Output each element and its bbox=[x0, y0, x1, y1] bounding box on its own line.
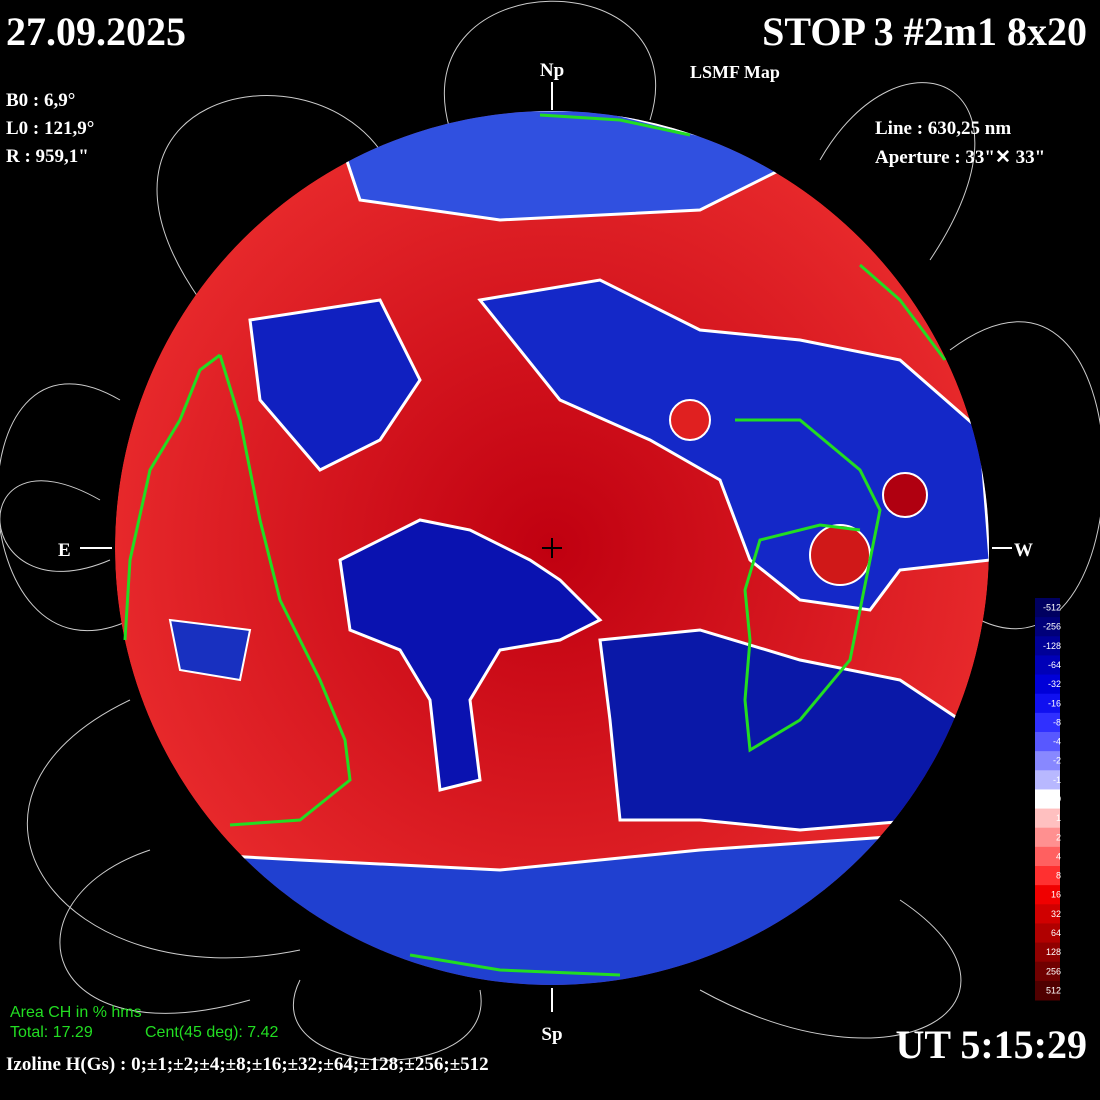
colorbar-label: 512 bbox=[1046, 985, 1061, 995]
colorbar-label: 16 bbox=[1051, 890, 1061, 900]
coronal-hole-contours bbox=[123, 113, 947, 977]
colorbar-swatch bbox=[1035, 598, 1060, 618]
colorbar-label: -128 bbox=[1043, 641, 1061, 651]
colorbar-label: -512 bbox=[1043, 603, 1061, 613]
ch-central: Cent(45 deg): 7.42 bbox=[145, 1024, 279, 1041]
colorbar-swatch bbox=[1035, 885, 1060, 905]
colorbar-label: -1 bbox=[1053, 775, 1061, 785]
east-label: E bbox=[58, 540, 71, 561]
colorbar-swatch bbox=[1035, 655, 1060, 676]
colorbar-swatch bbox=[1035, 674, 1060, 695]
markers bbox=[80, 82, 1012, 1012]
colorbar-swatch bbox=[1035, 789, 1060, 810]
colorbar-swatch bbox=[1035, 923, 1060, 944]
colorbar-swatch bbox=[1035, 846, 1060, 867]
isolines: Izoline H(Gs) : 0;±1;±2;±4;±8;±16;±32;±6… bbox=[6, 1054, 489, 1075]
l0: L0 : 121,9° bbox=[6, 118, 94, 139]
colorbar-label: 1 bbox=[1056, 813, 1061, 823]
colorbar-swatch bbox=[1035, 808, 1060, 829]
colorbar-label: -32 bbox=[1048, 679, 1061, 689]
ch-total: Total: 17.29 bbox=[10, 1024, 93, 1041]
colorbar-label: 4 bbox=[1056, 851, 1061, 861]
colorbar-swatch bbox=[1035, 693, 1060, 714]
colorbar-label: 0 bbox=[1056, 794, 1061, 804]
colorbar-label: -8 bbox=[1053, 717, 1061, 727]
colorbar-swatch bbox=[1035, 827, 1060, 848]
colorbar-label: 2 bbox=[1056, 832, 1061, 842]
colorbar-label: -256 bbox=[1043, 622, 1061, 632]
line: Line : 630,25 nm bbox=[875, 118, 1011, 139]
date: 27.09.2025 bbox=[6, 9, 186, 54]
colorbar-swatch bbox=[1035, 636, 1060, 656]
ch-title: Area CH in % hms bbox=[10, 1004, 142, 1021]
colorbar-swatch bbox=[1035, 732, 1060, 752]
colorbar-label: -4 bbox=[1053, 737, 1061, 747]
colorbar-label: 8 bbox=[1056, 871, 1061, 881]
north-label: Np bbox=[540, 60, 564, 81]
colorbar-swatch bbox=[1035, 770, 1060, 790]
colorbar-swatch bbox=[1035, 617, 1060, 637]
aperture: Aperture : 33"✕ 33" bbox=[875, 147, 1045, 168]
colorbar-label: -64 bbox=[1048, 660, 1061, 670]
colorbar-swatch bbox=[1035, 712, 1060, 733]
west-label: W bbox=[1014, 540, 1033, 561]
colorbar-label: 256 bbox=[1046, 966, 1061, 976]
colorbar-label: -2 bbox=[1053, 756, 1061, 766]
b0: B0 : 6,9° bbox=[6, 90, 75, 111]
colorbar-label: 128 bbox=[1046, 947, 1061, 957]
colorbar-label: 32 bbox=[1051, 909, 1061, 919]
radius: R : 959,1" bbox=[6, 146, 89, 167]
colorbar-swatch bbox=[1035, 751, 1060, 771]
south-label: Sp bbox=[541, 1024, 562, 1045]
station: STOP 3 #2m1 8x20 bbox=[762, 9, 1087, 54]
colorbar-swatch bbox=[1035, 980, 1060, 1001]
colorbar-swatch bbox=[1035, 942, 1060, 963]
colorbar-swatch bbox=[1035, 866, 1060, 886]
colorbar: -512 -256 -128 -64 -32 -16 -8 -4 -2 -1 0 1 2 4 8 16 32 64… bbox=[1035, 598, 1061, 1001]
colorbar-swatch bbox=[1035, 961, 1060, 982]
colorbar-swatch bbox=[1035, 904, 1060, 924]
colorbar-label: 64 bbox=[1051, 928, 1061, 938]
map-type: LSMF Map bbox=[690, 62, 780, 82]
colorbar-label: -16 bbox=[1048, 698, 1061, 708]
ut-time: UT 5:15:29 bbox=[896, 1022, 1087, 1067]
